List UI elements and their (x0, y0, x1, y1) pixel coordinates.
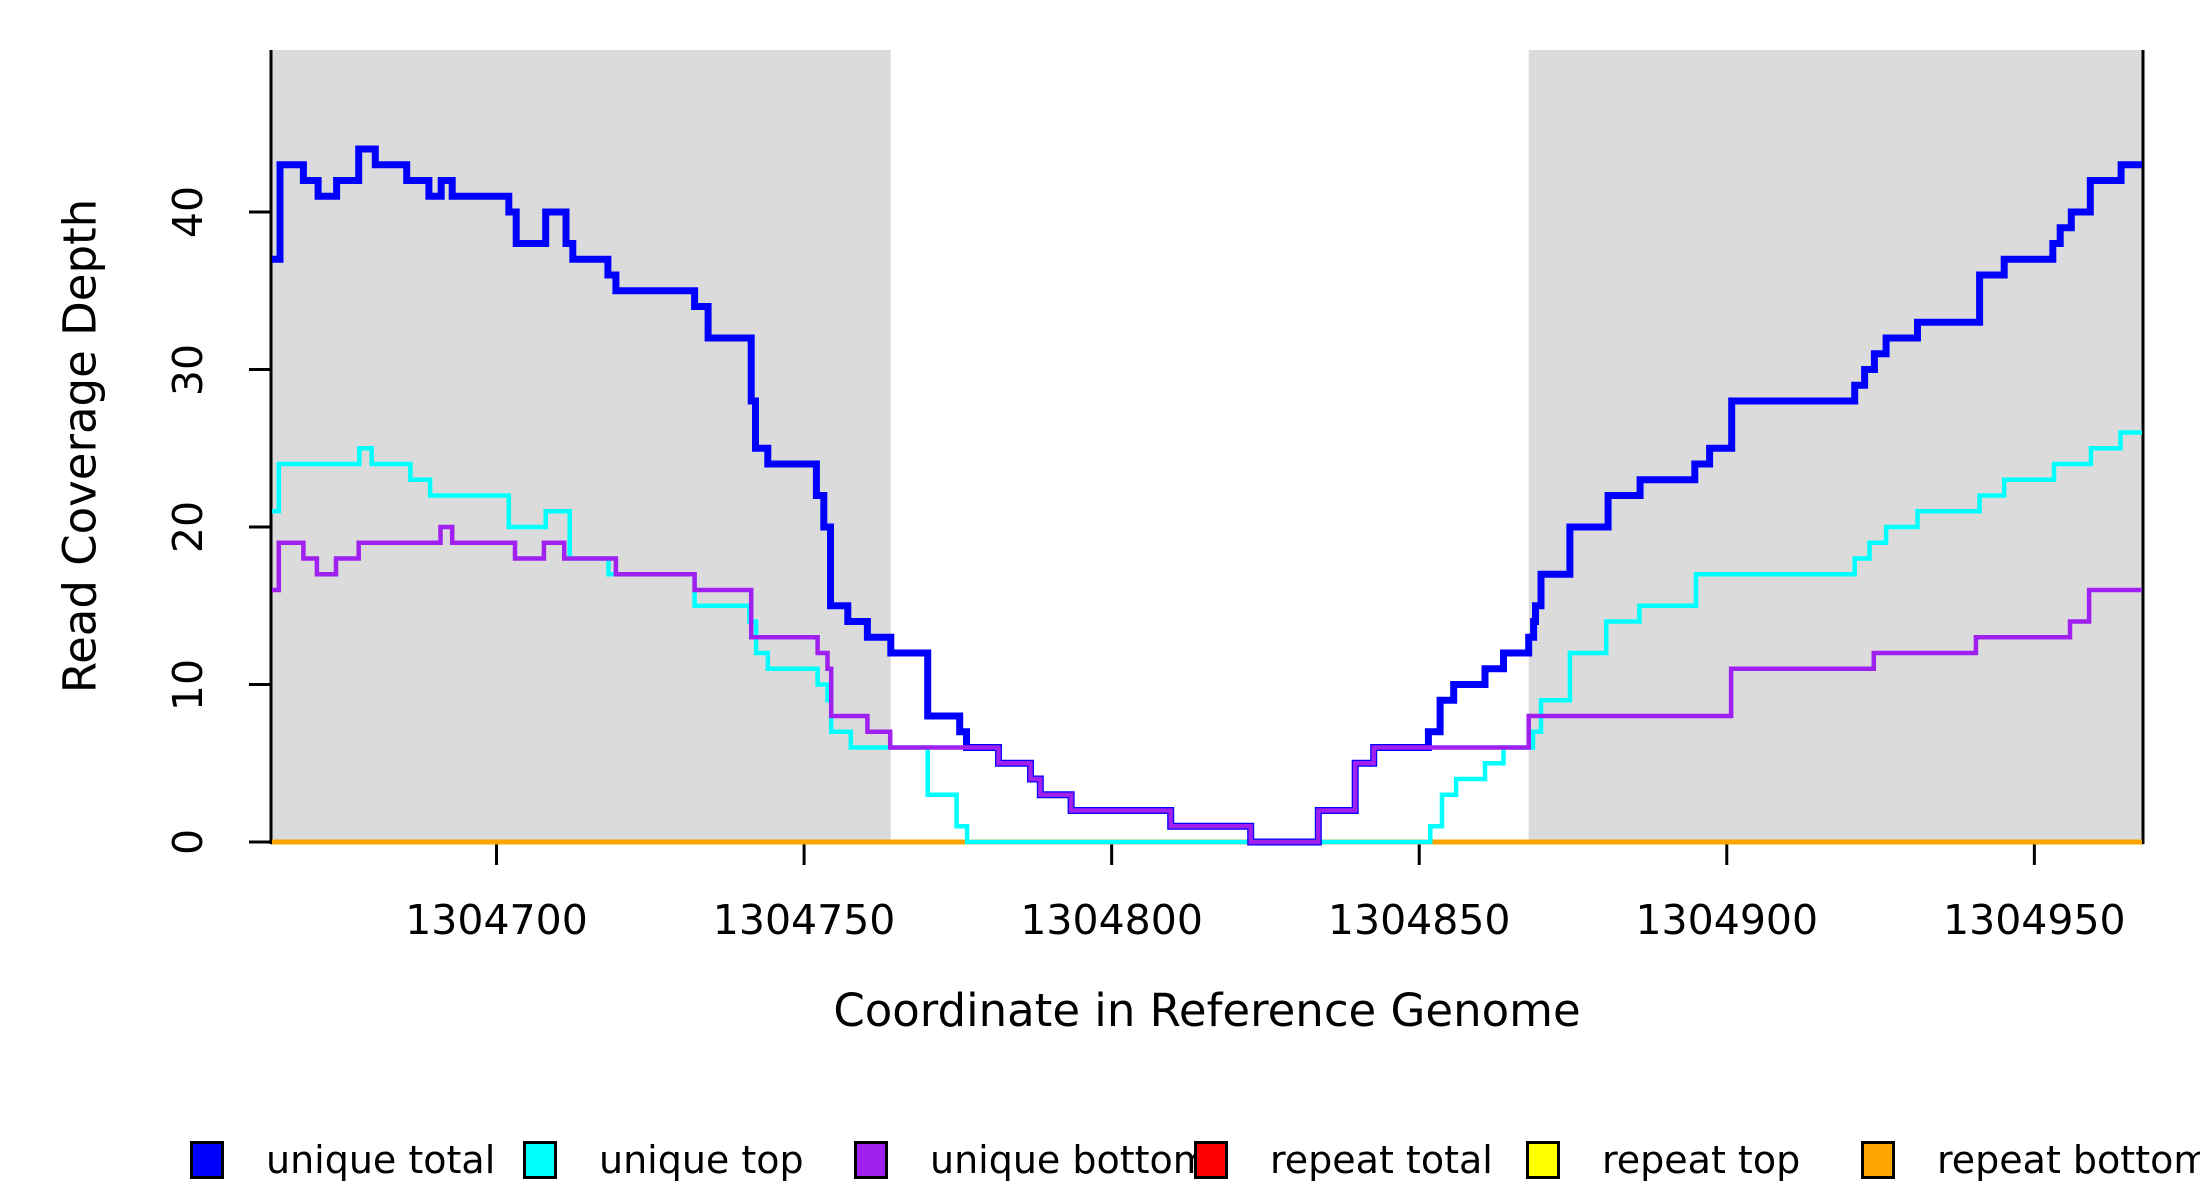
legend-entry-repeat-bottom: repeat bottom (1861, 1128, 2200, 1192)
x-tick-label-1304800: 1304800 (1020, 896, 1203, 944)
legend-label: repeat top (1602, 1138, 1801, 1182)
legend-label: unique total (266, 1138, 496, 1182)
y-tick-label-10: 10 (164, 658, 212, 711)
unique-top-swatch-icon (523, 1141, 557, 1179)
y-tick-label-30: 30 (164, 343, 212, 396)
legend: unique total unique top unique bottom re… (0, 1128, 2200, 1198)
repeat-bottom-swatch-icon (1861, 1141, 1895, 1179)
legend-label: unique bottom (930, 1138, 1210, 1182)
legend-entry-unique-top: unique top (523, 1128, 804, 1192)
legend-entry-unique-bottom: unique bottom (854, 1128, 1210, 1192)
x-tick-label-1304850: 1304850 (1327, 896, 1511, 944)
x-tick-label-1304950: 1304950 (1943, 896, 2126, 944)
y-tick-label-0: 0 (164, 828, 212, 856)
series-unique-bottom (272, 524, 2142, 845)
shaded-region-0 (272, 50, 891, 843)
y-tick-label-20: 20 (164, 500, 212, 554)
x-tick-label-1304700: 1304700 (405, 896, 588, 944)
legend-label: unique top (599, 1138, 804, 1182)
y-tick-label-40: 40 (164, 185, 212, 239)
series-unique-top (272, 430, 2142, 845)
x-tick-label-1304900: 1304900 (1635, 896, 1819, 944)
coverage-series-lines (272, 145, 2142, 846)
shaded-region-1 (1528, 50, 2142, 843)
repeat-total-swatch-icon (1194, 1141, 1228, 1179)
repeat-top-swatch-icon (1526, 1141, 1560, 1179)
unique-bottom-swatch-icon (854, 1141, 888, 1179)
legend-entry-unique-total: unique total (190, 1128, 495, 1192)
legend-label: repeat bottom (1937, 1138, 2200, 1182)
x-tick-label-1304750: 1304750 (712, 896, 896, 944)
legend-label: repeat total (1270, 1138, 1493, 1182)
legend-entry-repeat-total: repeat total (1194, 1128, 1493, 1192)
unique-total-swatch-icon (190, 1141, 224, 1179)
y-axis-title: Read Coverage Depth (53, 198, 107, 694)
x-axis-title: Coordinate in Reference Genome (833, 984, 1581, 1037)
legend-entry-repeat-top: repeat top (1526, 1128, 1800, 1192)
shaded-regions (272, 50, 2142, 843)
